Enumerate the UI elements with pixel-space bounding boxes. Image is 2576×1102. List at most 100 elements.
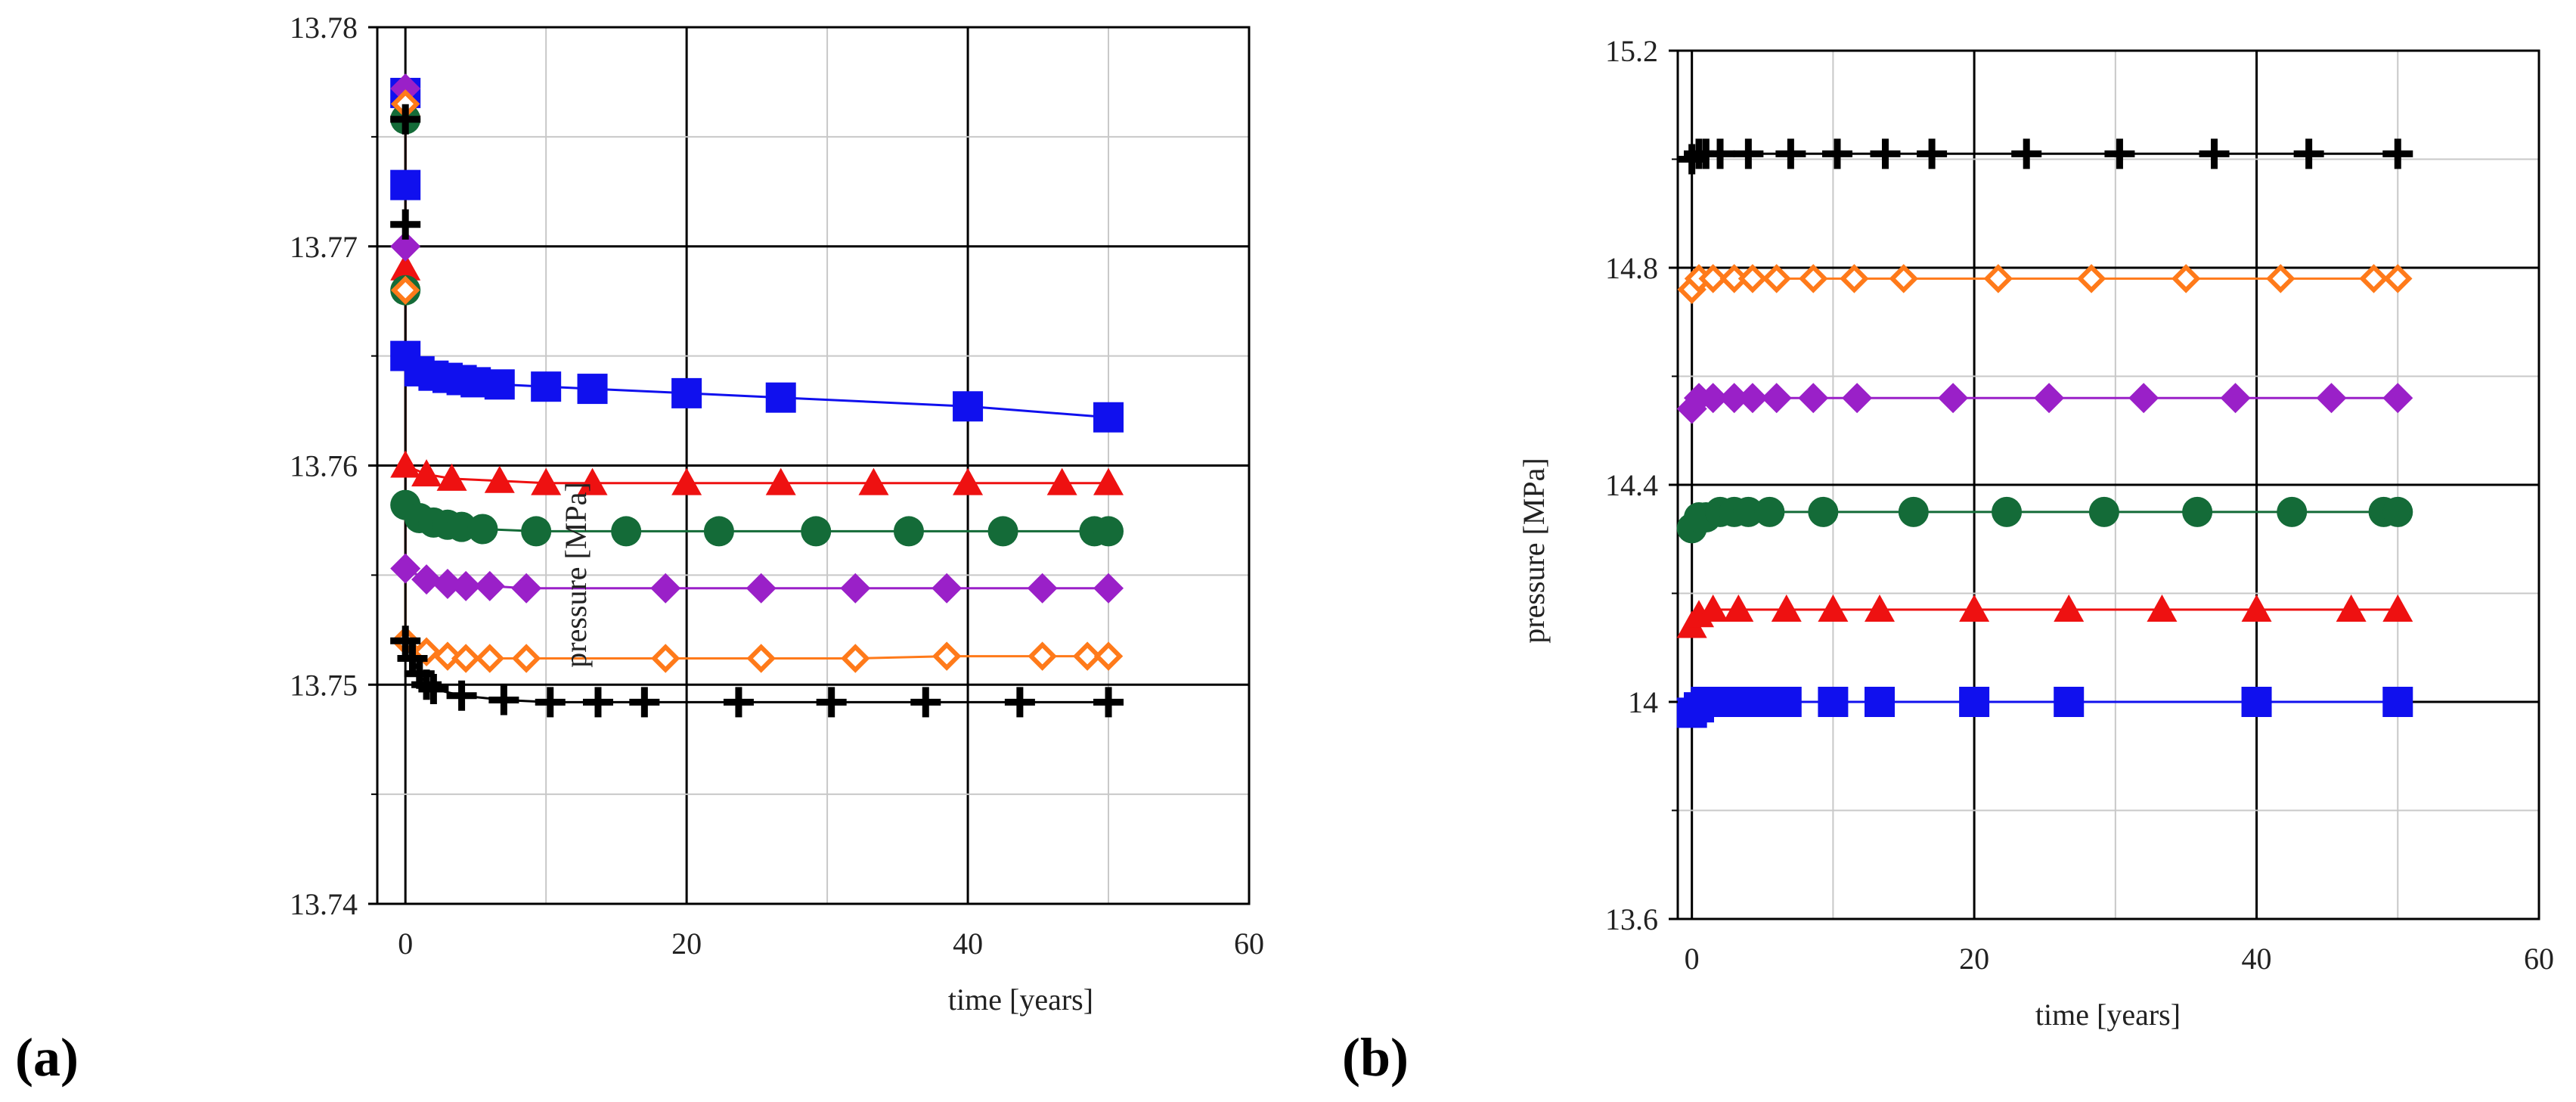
data-point-purple-diamonds: [390, 73, 421, 104]
x-tick-label: 60: [2524, 942, 2554, 976]
data-point-red-triangles: [436, 463, 467, 491]
data-point-green-circles: [703, 516, 734, 547]
data-point-blue-squares: [671, 377, 702, 408]
y-tick-label: 13.76: [290, 449, 358, 483]
panel-label-b: (b): [1342, 1027, 1409, 1088]
data-point-blue-squares: [2382, 687, 2413, 717]
data-point-green-circles: [987, 516, 1018, 547]
data-point-blue-squares: [1865, 687, 1896, 717]
data-point-black-crosses: [910, 687, 941, 718]
data-point-purple-diamonds: [1697, 383, 1728, 414]
series-markers: [390, 73, 1124, 718]
data-point-orange-open-diamonds: [390, 275, 420, 305]
data-point-purple-diamonds: [1737, 383, 1768, 414]
data-point-red-triangles: [1771, 594, 1802, 622]
data-point-orange-open-diamonds: [1799, 264, 1828, 293]
data-point-red-triangles: [2241, 594, 2272, 622]
data-point-purple-diamonds: [390, 231, 421, 262]
data-point-black-crosses: [629, 687, 660, 718]
data-point-orange-open-diamonds: [451, 644, 481, 673]
data-point-orange-open-diamonds: [1028, 641, 1057, 671]
y-tick-label: 15.2: [1605, 34, 1658, 68]
data-point-green-circles: [2088, 496, 2119, 527]
data-point-red-triangles: [2382, 594, 2413, 622]
data-point-orange-open-diamonds: [1719, 264, 1749, 293]
data-point-black-crosses: [390, 104, 421, 135]
data-point-orange-open-diamonds: [475, 644, 505, 673]
panel-label-a: (a): [15, 1027, 79, 1088]
data-point-purple-diamonds: [390, 553, 421, 584]
data-point-black-crosses: [535, 687, 566, 718]
data-point-red-triangles: [2336, 594, 2367, 622]
data-point-orange-open-diamonds: [650, 644, 680, 673]
data-point-orange-open-diamonds: [2076, 264, 2106, 293]
data-point-green-circles: [1733, 496, 1764, 527]
data-point-green-circles: [801, 516, 832, 547]
data-point-orange-open-diamonds: [841, 644, 870, 673]
data-point-black-crosses: [1093, 687, 1124, 718]
y-tick-label: 13.78: [290, 11, 358, 45]
data-point-purple-diamonds: [2382, 383, 2413, 414]
data-point-purple-diamonds: [1938, 383, 1969, 414]
x-axis-title: time [years]: [948, 982, 1093, 1017]
data-point-black-crosses: [488, 684, 519, 716]
data-point-black-crosses: [2011, 138, 2042, 169]
data-point-blue-squares: [2241, 687, 2272, 717]
data-point-black-crosses: [1870, 138, 1901, 169]
data-point-black-crosses: [816, 687, 847, 718]
data-point-red-triangles: [411, 459, 442, 487]
data-point-red-triangles: [484, 465, 515, 493]
data-point-blue-squares: [390, 169, 421, 200]
data-point-green-circles: [2382, 496, 2413, 527]
data-point-green-circles: [521, 516, 552, 547]
data-point-blue-squares: [765, 382, 796, 413]
data-point-red-triangles: [390, 253, 421, 281]
data-point-black-crosses: [1917, 138, 1948, 169]
data-point-green-circles: [611, 516, 642, 547]
data-point-green-circles: [2277, 496, 2308, 527]
data-point-red-triangles: [1959, 594, 1990, 622]
axis-ticks: 0 20 40 60 13.6 14 14.4 14.8 15.2: [1605, 34, 2554, 976]
data-point-purple-diamonds: [2316, 383, 2347, 414]
data-point-orange-open-diamonds: [1983, 264, 2013, 293]
x-axis-title: time [years]: [2035, 998, 2181, 1032]
data-point-orange-open-diamonds: [432, 641, 463, 671]
series-lines: [1691, 152, 2398, 714]
data-point-black-crosses: [446, 680, 477, 711]
data-point-purple-diamonds: [1842, 383, 1873, 414]
data-point-orange-open-diamonds: [2383, 264, 2413, 293]
x-tick-label: 20: [671, 927, 702, 961]
data-point-purple-diamonds: [432, 568, 463, 599]
data-point-red-triangles: [953, 467, 984, 495]
data-point-red-triangles: [1093, 467, 1124, 495]
data-point-green-circles: [1898, 496, 1929, 527]
data-point-orange-open-diamonds: [2359, 264, 2388, 293]
data-point-black-crosses: [2104, 138, 2135, 169]
y-tick-label: 13.77: [290, 230, 358, 264]
data-point-red-triangles: [765, 467, 796, 495]
data-point-blue-squares: [531, 371, 562, 402]
data-point-red-triangles: [1865, 594, 1896, 622]
data-point-black-crosses: [723, 687, 754, 718]
data-point-green-circles: [1808, 496, 1839, 527]
data-point-purple-diamonds: [1798, 383, 1829, 414]
data-point-purple-diamonds: [1761, 383, 1792, 414]
data-point-orange-open-diamonds: [746, 644, 776, 673]
chart-panel-b: 0 20 40 60 13.6 14 14.4 14.8 15.2 time [years] p…: [1342, 34, 2554, 1088]
data-point-orange-open-diamonds: [1840, 264, 1869, 293]
y-tick-label: 14: [1628, 685, 1658, 719]
data-point-purple-diamonds: [2128, 383, 2159, 414]
data-point-green-circles: [1754, 496, 1785, 527]
data-point-blue-squares: [1771, 687, 1802, 717]
data-point-black-crosses: [1676, 144, 1707, 175]
data-point-black-crosses: [1822, 138, 1852, 169]
data-point-black-crosses: [418, 674, 449, 705]
data-point-purple-diamonds: [411, 564, 442, 595]
data-point-orange-open-diamonds: [511, 644, 541, 673]
x-tick-label: 60: [1234, 927, 1264, 961]
data-point-red-triangles: [2147, 594, 2178, 622]
x-tick-label: 0: [1685, 942, 1700, 976]
data-point-orange-open-diamonds: [932, 641, 962, 671]
data-point-red-triangles: [531, 467, 562, 495]
data-point-orange-open-diamonds: [2266, 264, 2295, 293]
